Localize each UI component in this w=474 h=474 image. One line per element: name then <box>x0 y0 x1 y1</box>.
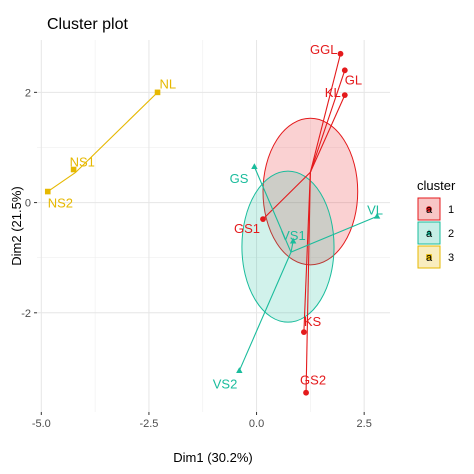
segment-ggl <box>309 53 342 173</box>
segment-ks <box>303 172 311 333</box>
point-nl <box>154 89 161 96</box>
legend-key-shape-1 <box>426 206 432 212</box>
point-gs1 <box>260 216 266 223</box>
x-tick-label: -2.5 <box>139 418 158 430</box>
legend-key-shape-3 <box>426 254 432 260</box>
segment-vs2 <box>238 251 292 371</box>
point-vl <box>373 212 381 219</box>
point-ns2 <box>44 188 51 195</box>
point-label-vs1: VS1 <box>281 228 306 243</box>
point-ggl <box>337 50 344 57</box>
x-tick-label: 2.5 <box>357 418 372 430</box>
x-axis-ticks: -5.0 -2.5 0.0 2.5 <box>32 412 372 430</box>
point-label-vl: VL <box>367 202 383 217</box>
cluster-2-ellipse <box>241 170 335 323</box>
point-label-ns2: NS2 <box>48 196 73 211</box>
point-label-ggl: GGL <box>310 42 337 57</box>
point-gs2 <box>303 389 309 396</box>
point-vs1 <box>289 237 297 244</box>
y-tick-label: 0 <box>25 198 31 210</box>
cluster-segments <box>47 53 378 393</box>
point-gs <box>251 163 258 170</box>
point-label-gs: GS <box>230 171 249 186</box>
segment-gs1 <box>262 171 311 220</box>
y-tick-label: 2 <box>25 87 31 99</box>
cluster-points <box>44 50 381 396</box>
segment-ns2 <box>47 171 77 193</box>
legend-title: cluster <box>417 178 456 193</box>
point-label-kl: KL <box>325 85 341 100</box>
segment-vl <box>290 215 378 253</box>
chart-title: Cluster plot <box>47 16 128 33</box>
point-kl <box>341 92 348 99</box>
legend-key-glyph: a <box>426 204 433 216</box>
point-label-vs2: VS2 <box>213 377 238 392</box>
point-label-gs2: GS2 <box>300 373 326 388</box>
segment-kl <box>309 94 346 173</box>
point-label-gs1: GS1 <box>234 221 260 236</box>
legend-key-glyph: a <box>426 252 433 264</box>
point-labels: GGL GL KL GS1 KS GS2 GS VL VS1 VS2 NL NS1 NS2 <box>48 42 383 392</box>
segment-gs <box>253 166 292 253</box>
legend-label-3: 3 <box>448 252 454 264</box>
plot-panel <box>37 40 390 412</box>
segment-nl <box>75 91 158 173</box>
y-axis-title: Dim2 (21.5%) <box>9 186 24 265</box>
segment-gl <box>309 70 346 173</box>
legend-key-shape-2 <box>425 229 433 236</box>
legend: cluster a 1 a 2 a 3 <box>417 178 456 269</box>
point-gl <box>341 67 348 74</box>
x-axis-title: Dim1 (30.2%) <box>173 450 252 465</box>
point-label-nl: NL <box>160 76 177 91</box>
grid-lines <box>37 40 390 412</box>
legend-label-2: 2 <box>448 228 454 240</box>
point-label-ns1: NS1 <box>70 155 95 170</box>
legend-key-glyph: a <box>426 228 433 240</box>
x-tick-label: -5.0 <box>32 418 51 430</box>
point-label-gl: GL <box>345 72 362 87</box>
y-tick-label: -2 <box>21 308 31 320</box>
point-ks <box>301 329 307 335</box>
point-label-ks: KS <box>304 314 322 329</box>
legend-label-1: 1 <box>448 204 454 216</box>
point-vs2 <box>236 367 243 373</box>
segment-gs2 <box>305 172 311 393</box>
point-ns1 <box>70 166 77 173</box>
y-axis-ticks: -2 0 2 <box>21 87 37 320</box>
x-tick-label: 0.0 <box>249 418 264 430</box>
